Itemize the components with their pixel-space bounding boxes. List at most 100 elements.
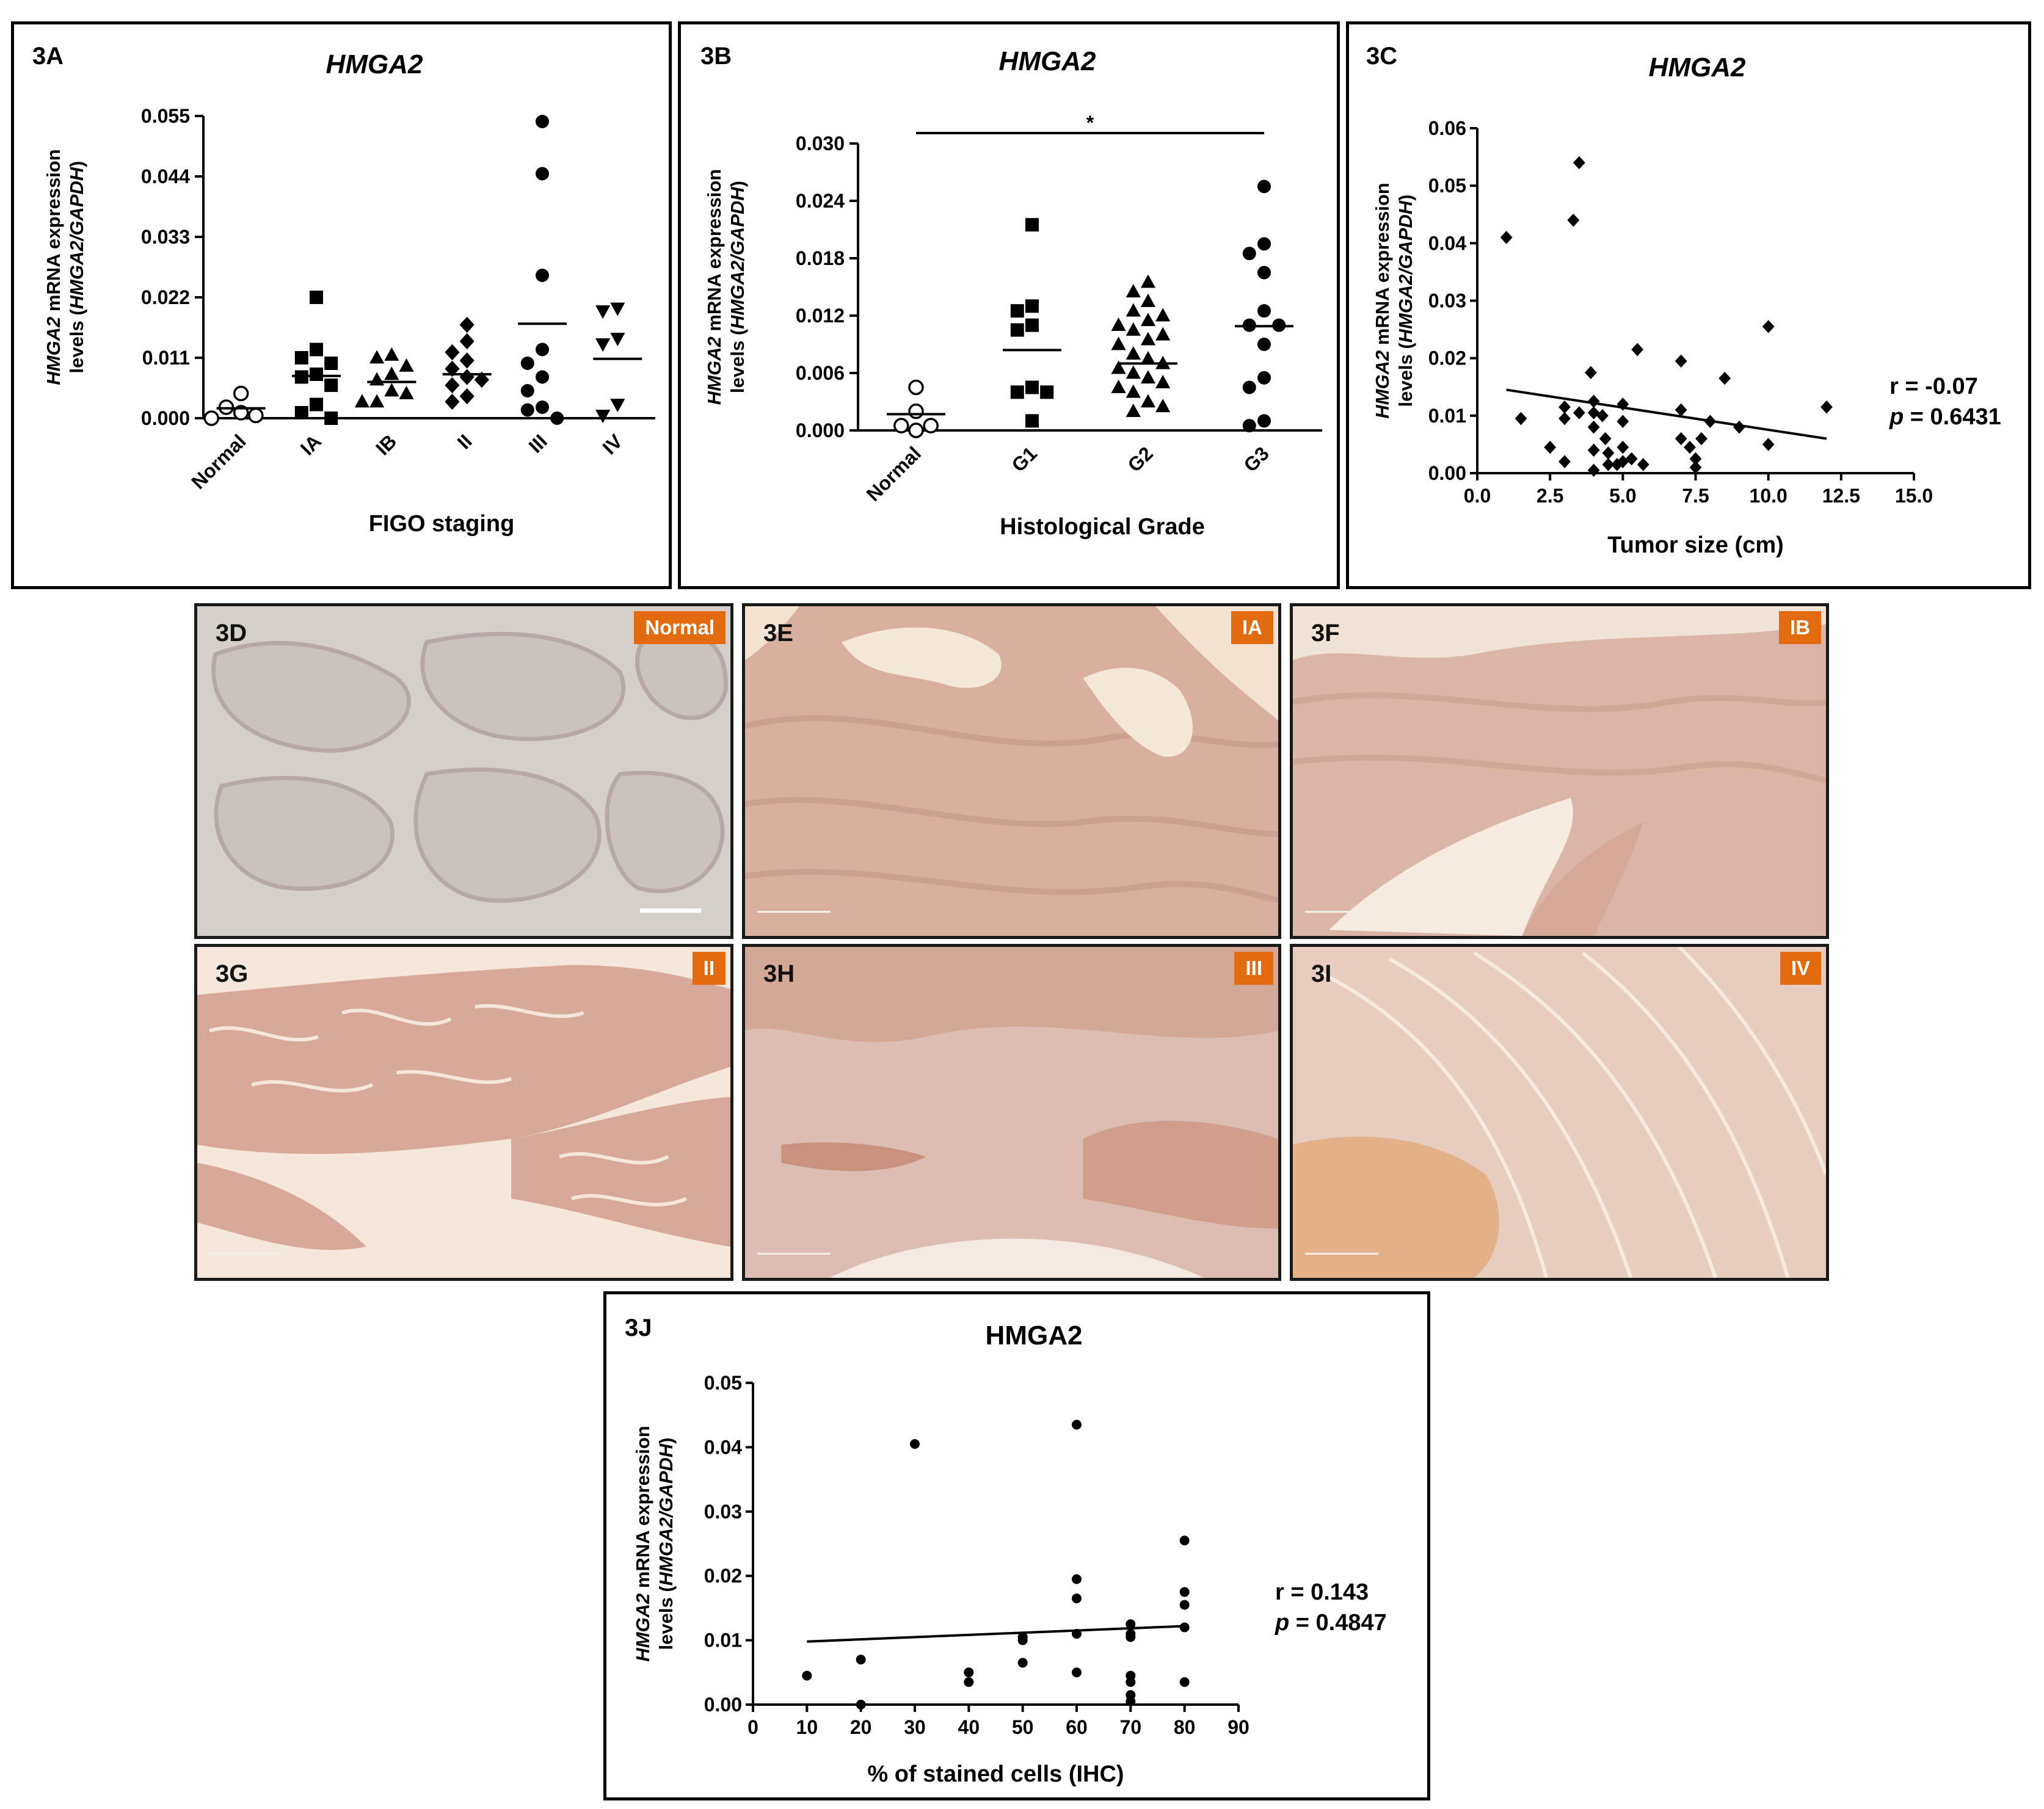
data-point [1140,313,1156,327]
data-point [1257,338,1271,351]
data-point [964,1677,974,1688]
data-point [536,401,549,414]
x-tick-label-group: III [525,430,551,457]
data-point [1111,360,1126,374]
data-point [908,379,924,396]
x-tick-label-group: G1 [1007,442,1041,476]
data-point [445,360,460,377]
data-point [310,397,323,411]
x-tick-label: 7.5 [1682,485,1709,507]
x-tick-label: 50 [1012,1716,1034,1738]
data-point [1040,385,1054,399]
y-tick-label: 0.03 [704,1501,742,1523]
ihc-panel-3d: 3D Normal [194,603,733,939]
data-point [1544,440,1557,454]
data-point [1010,323,1024,337]
ihc-image-3g [197,947,730,1278]
data-point [1558,455,1571,468]
scale-bar [209,1253,283,1255]
x-tick-label: 10.0 [1750,485,1788,507]
x-tick-label: 5.0 [1609,485,1636,507]
data-point [1500,231,1513,244]
data-point [459,388,475,405]
y-tick-label: 0.000 [796,419,845,441]
y-axis-label-line1: HMGA2 mRNA expression [632,1426,653,1661]
data-point [1587,420,1600,434]
y-tick-label: 0.05 [704,1372,742,1394]
ihc-panel-3g: 3G II [194,944,733,1281]
data-point [354,394,370,408]
data-point [1140,350,1156,364]
x-tick-label: 10 [796,1716,818,1738]
data-point [1140,370,1156,384]
data-point [399,358,414,372]
data-point [1675,354,1687,368]
data-point [964,1667,974,1678]
ihc-panel-3e: 3E IA [742,603,1281,939]
data-point [294,406,308,419]
panel-label: 3J [625,1314,652,1341]
y-tick-label: 0.055 [141,105,190,127]
x-tick-label: III [525,430,551,457]
ihc-image-3d [197,606,730,936]
x-tick-label-group: II [453,430,476,453]
ihc-panel-3f: 3F IB [1290,603,1829,939]
data-point [233,385,249,402]
data-point [1072,1419,1082,1430]
x-tick-label-group: Normal [862,442,925,505]
x-tick-label-group: IA [296,430,326,459]
data-point [474,371,489,388]
data-point [1558,400,1571,414]
data-point [1010,304,1024,318]
data-point [1587,443,1600,457]
ihc-label-3d: 3D [216,620,247,647]
x-tick-label: 20 [850,1716,872,1738]
data-point [1179,1600,1190,1610]
data-point [520,403,534,417]
y-tick-label: 0.022 [141,286,190,308]
y-axis-label-line2: levels (HMGA2/GAPDH) [1395,195,1416,407]
data-point [536,167,549,181]
y-tick-label: 0.04 [704,1436,742,1458]
data-point [1025,299,1039,313]
chart-title: HMGA2 [326,49,423,79]
x-tick-label: 30 [904,1716,926,1738]
data-point [1675,403,1687,417]
data-point [324,357,338,370]
data-point [520,357,534,370]
ihc-label-3f: 3F [1311,620,1340,647]
scale-bar [757,1253,831,1255]
y-tick-label: 0.05 [1428,175,1466,197]
data-point [610,333,625,347]
y-tick-label: 0.012 [796,305,845,327]
chart-svg-3a: 3A HMGA2 0.000 0.011 0.022 0.033 0.044 0.055 Nor… [32,43,655,537]
data-point [1684,440,1696,454]
data-point [520,384,534,397]
data-point [595,305,611,319]
x-tick-label: IA [296,430,326,459]
chart-panel-3j: 3J HMGA2 0.00 0.01 0.02 0.03 0.04 0.05 0 10 20 30 40… [603,1291,1430,1800]
data-point [1126,322,1141,336]
stat-p: p = 0.6431 [1889,404,2001,430]
x-tick-label: 80 [1174,1716,1196,1738]
y-tick-label: 0.006 [796,362,845,384]
data-point [856,1655,866,1665]
x-tick-label-group: IB [371,430,401,459]
data-point [1140,274,1156,288]
ihc-image-3f [1293,606,1826,936]
x-tick-label: 15.0 [1895,485,1933,507]
data-point [445,393,460,410]
ihc-badge-normal: Normal [634,611,726,644]
data-point [1617,415,1629,429]
x-axis-label: Tumor size (cm) [1607,532,1784,558]
data-point [1587,406,1600,419]
significance-mark: * [1086,112,1094,134]
y-tick-label: 0.03 [1428,290,1466,312]
y-tick-label: 0.011 [142,347,190,369]
data-point [1257,304,1271,318]
data-point [1140,394,1156,408]
data-point [310,291,323,304]
y-tick-label: 0.00 [1428,462,1466,484]
data-point [1140,332,1156,346]
